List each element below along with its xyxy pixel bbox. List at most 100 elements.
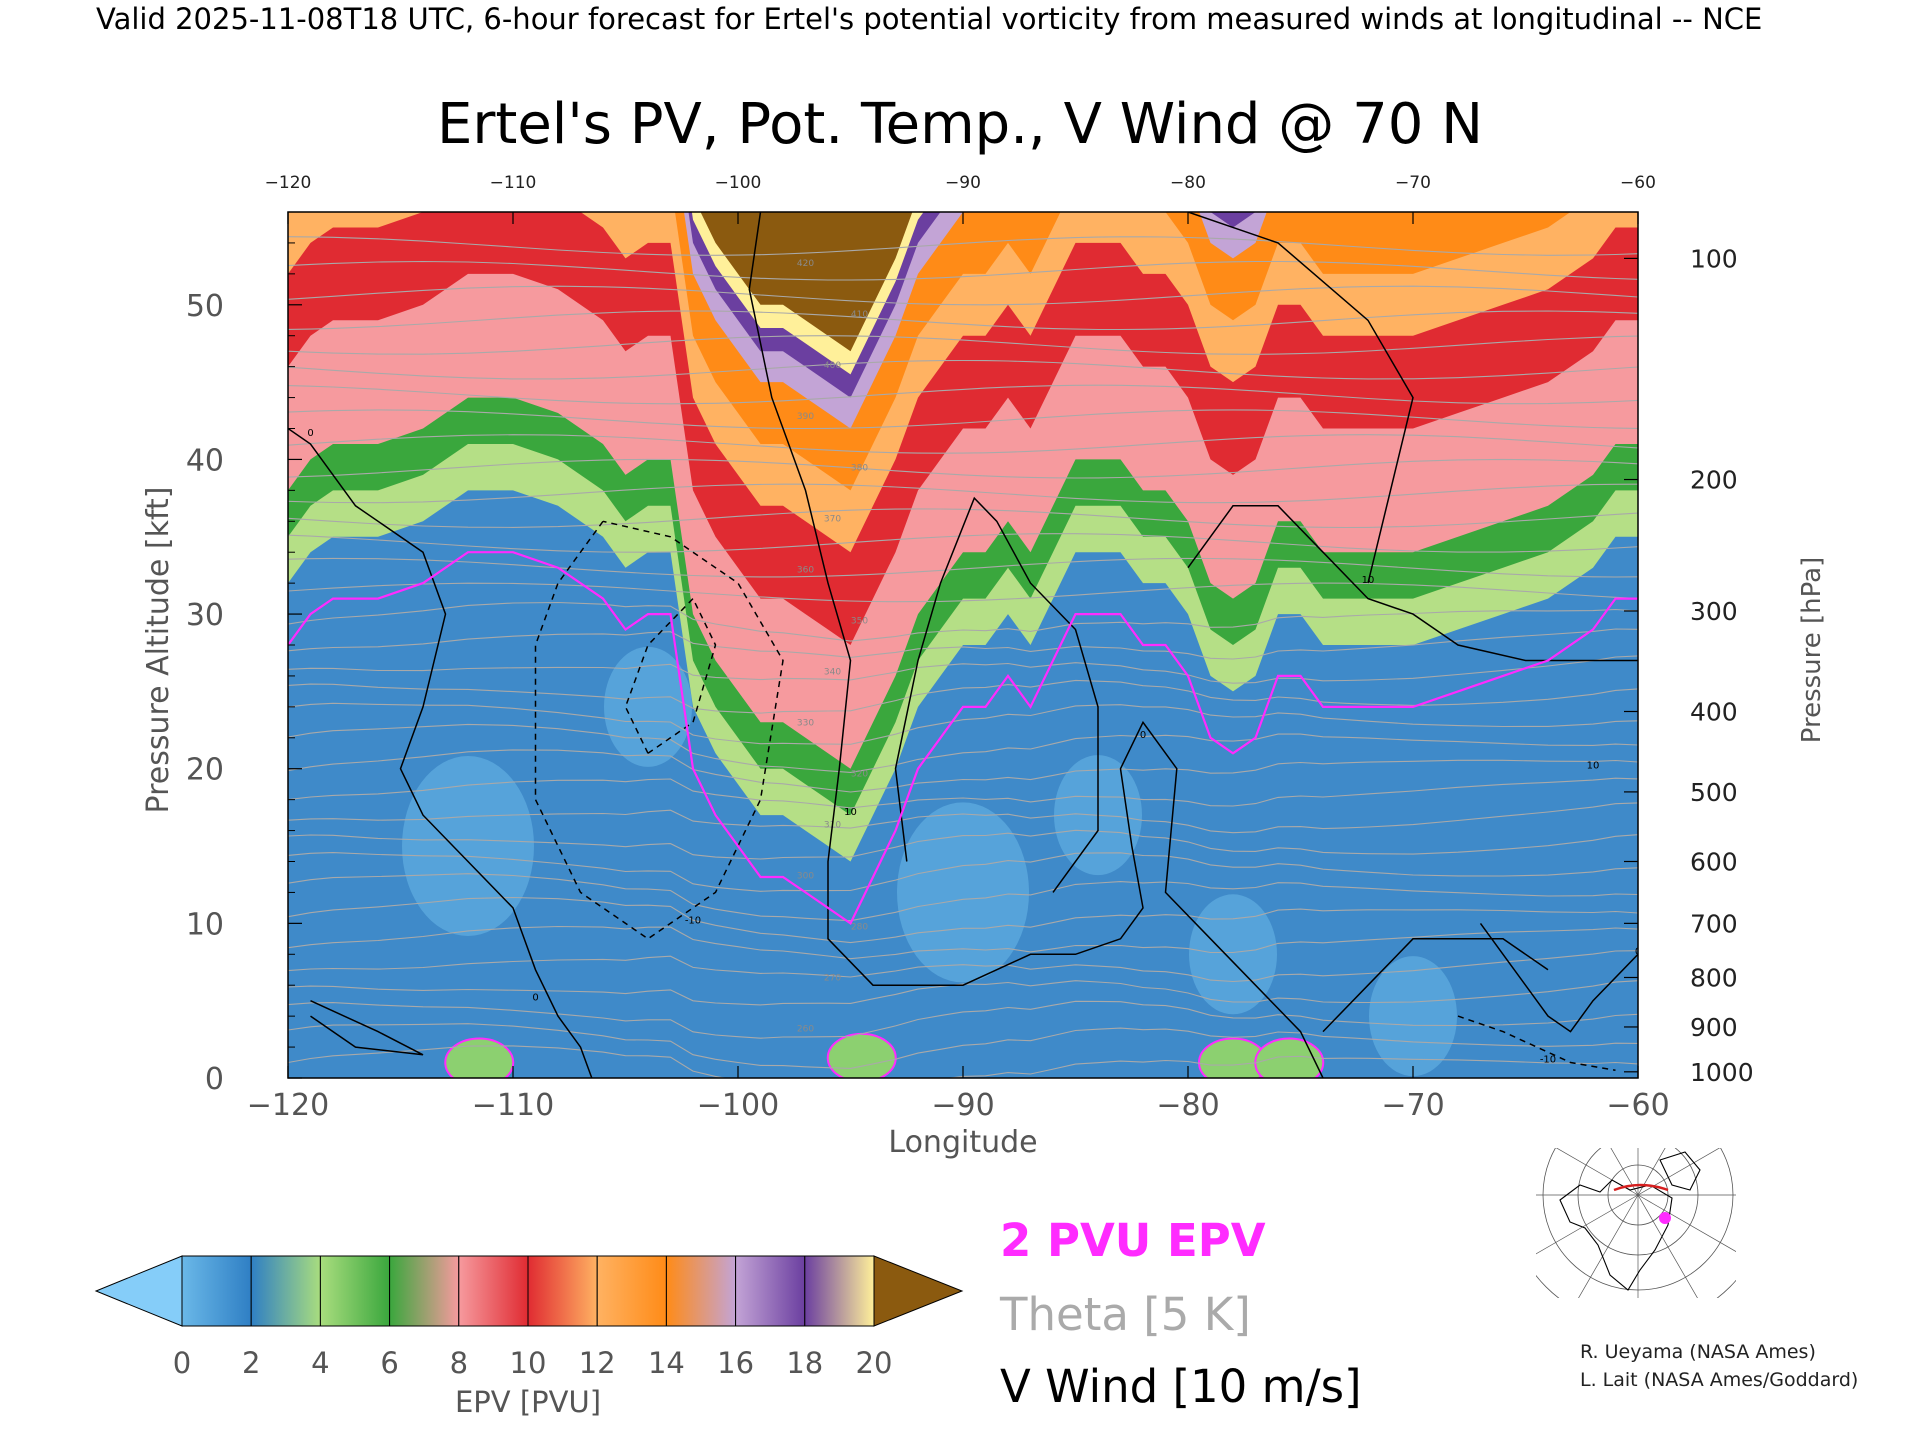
- theta-contour-16: [288, 655, 1638, 684]
- inset-section-line: [1613, 1183, 1669, 1192]
- pressure-tick-label-6: 700: [1690, 909, 1738, 938]
- theta-contour-21: [288, 533, 1638, 553]
- y-tick-label-1: 10: [186, 907, 224, 942]
- colorbar-label: EPV [PVU]: [455, 1385, 601, 1419]
- theta-contour-12: [288, 749, 1638, 793]
- x-tick-label-3: −90: [931, 1088, 994, 1123]
- pressure-tick-label-7: 800: [1690, 963, 1738, 992]
- epv-surface-blob-0: [444, 1037, 515, 1078]
- theta-contour-28: [288, 359, 1638, 380]
- theta-label-380: 380: [851, 463, 868, 473]
- x-axis-label: Longitude: [888, 1125, 1037, 1160]
- x-tick-label-2: −100: [697, 1088, 779, 1123]
- x-top-tick-label-3: −90: [945, 173, 981, 193]
- theta-contour-20: [288, 557, 1638, 578]
- pressure-tick-label-4: 500: [1690, 778, 1738, 807]
- theta-contour-4: [288, 950, 1638, 983]
- theta-contour-25: [288, 434, 1638, 454]
- theta-contour-23: [288, 483, 1638, 504]
- pressure-tick-label-0: 100: [1690, 244, 1738, 273]
- inset-coastline-greenland: [1659, 1151, 1701, 1191]
- x-tick-label-6: −60: [1606, 1088, 1669, 1123]
- wind-contour-9: [310, 1000, 424, 1056]
- wind-contour-3: [1187, 505, 1638, 662]
- theta-contour-11: [288, 777, 1638, 809]
- epv-surface-blob-1: [826, 1032, 897, 1078]
- colorbar-tick-14: 14: [648, 1346, 685, 1380]
- theta-contour-13: [288, 723, 1638, 773]
- x-top-tick-label-1: −110: [490, 173, 537, 193]
- y-axis-label: Pressure Altitude [kft]: [141, 487, 176, 814]
- colorbar-tick-12: 12: [579, 1346, 616, 1380]
- epv-band-3: [288, 212, 1638, 645]
- theta-label-410: 410: [851, 310, 868, 320]
- wind-label-0: 0: [307, 428, 313, 439]
- epv-low-patch-0: [402, 756, 534, 937]
- colorbar-segment-2: [319, 1255, 391, 1327]
- colorbar-tick-20: 20: [856, 1346, 893, 1380]
- theta-contour-6: [288, 896, 1638, 944]
- theta-label-350: 350: [851, 616, 868, 626]
- wind-contour-0: [288, 427, 593, 1078]
- y-tick-label-0: 0: [205, 1062, 224, 1097]
- y-tick-label-3: 30: [186, 598, 224, 633]
- theta-label-340: 340: [824, 667, 841, 677]
- wind-contour-6: [1322, 938, 1549, 1033]
- wind-label-1: 0: [532, 993, 538, 1004]
- pv2-line: [288, 551, 1638, 926]
- colorbar-tick-18: 18: [786, 1346, 823, 1380]
- colorbar-tick-4: 4: [311, 1346, 329, 1380]
- inset-map: [1536, 1148, 1736, 1298]
- colorbar-tick-6: 6: [380, 1346, 398, 1380]
- colorbar-segment-5: [527, 1255, 598, 1327]
- theta-label-360: 360: [797, 565, 814, 575]
- theta-label-330: 330: [797, 718, 814, 728]
- wind-label-4: 10: [1362, 575, 1375, 586]
- pressure-tick-label-1: 200: [1690, 466, 1738, 495]
- theta-contour-33: [288, 236, 1638, 256]
- y-axis-right-label: Pressure [hPa]: [1797, 557, 1827, 744]
- colorbar-segment-3: [389, 1255, 460, 1327]
- x-tick-label-0: −120: [247, 1088, 329, 1123]
- epv-low-patch-3: [1189, 894, 1277, 1015]
- wind-label-7: -10: [1540, 1055, 1556, 1066]
- colorbar-tick-8: 8: [450, 1346, 468, 1380]
- inset-meridian-150: [1536, 1194, 1639, 1255]
- theta-label-390: 390: [797, 412, 814, 422]
- wind-contour-5: [1479, 922, 1638, 1033]
- theta-contour-15: [288, 679, 1638, 714]
- theta-contour-31: [288, 285, 1638, 306]
- inset-location-marker: [1659, 1212, 1671, 1224]
- wind-label-8: 0: [1635, 946, 1641, 957]
- theta-contours: 2602702803003103203303403503603703803904…: [288, 236, 1638, 1078]
- x-top-tick-label-5: −70: [1395, 173, 1431, 193]
- inset-map-body: [1536, 1148, 1736, 1298]
- wind-label-3: 0: [1140, 730, 1146, 741]
- axes: −120 −120 −110 −110 −100 −100 −90 −90 −80 −80 −70 −…: [186, 173, 1754, 1123]
- colorbar-segment-1: [250, 1255, 321, 1327]
- theta-contour-5: [288, 925, 1638, 960]
- epv-low-patch-2: [897, 802, 1029, 983]
- pressure-tick-label-3: 400: [1690, 697, 1738, 726]
- colorbar-segment-8: [735, 1255, 806, 1327]
- theta-label-420: 420: [797, 259, 814, 269]
- pressure-tick-label-8: 900: [1690, 1013, 1738, 1042]
- colorbar: 0 2 4 6 8 10 12 14 16 18 20: [94, 1255, 964, 1380]
- theta-contour-10: [288, 802, 1638, 834]
- theta-contour-27: [288, 384, 1638, 405]
- wind-contour-1: [748, 212, 1324, 1078]
- theta-contour-2: [288, 1000, 1638, 1039]
- colorbar-segment-9: [804, 1255, 875, 1327]
- epv-surface-blob-3: [1254, 1037, 1325, 1078]
- wind-label-5: -10: [685, 915, 701, 926]
- epv-band-4: [288, 212, 1638, 553]
- valid-time-header: Valid 2025-11-08T18 UTC, 6-hour forecast…: [96, 2, 1763, 36]
- y-tick-label-4: 40: [186, 443, 224, 478]
- x-top-tick-label-6: −60: [1620, 173, 1656, 193]
- wind-contour-7: [534, 520, 784, 940]
- pv2-contour: [288, 551, 1638, 926]
- theta-contour-19: [288, 582, 1638, 603]
- inset-meridian-300: [1637, 1148, 1666, 1196]
